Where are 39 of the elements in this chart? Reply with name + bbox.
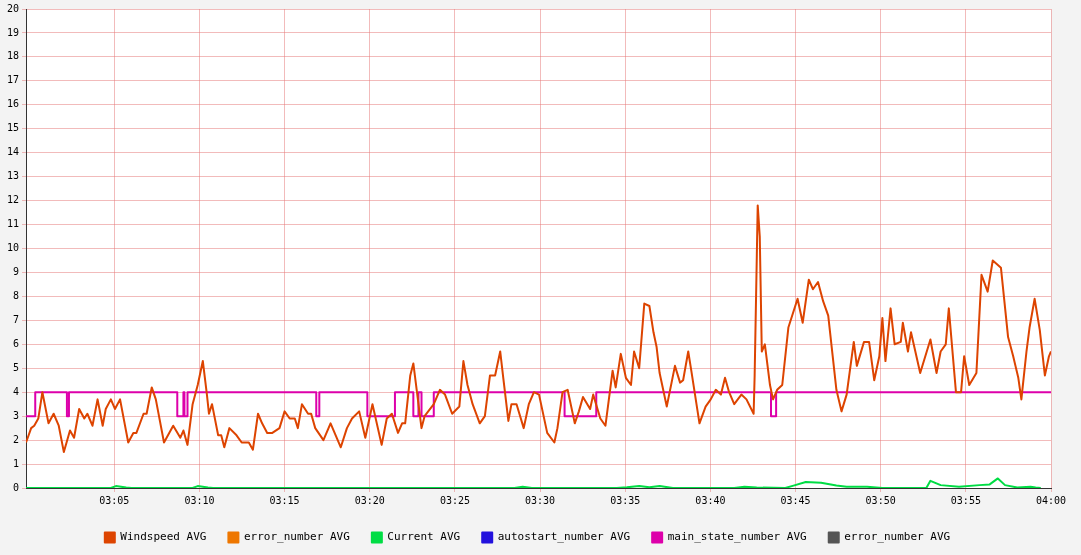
legend-label: Current AVG: [387, 530, 461, 544]
x-tick-label: 03:45: [780, 494, 811, 506]
y-tick-label: 2: [13, 433, 20, 445]
y-tick-label: 10: [6, 242, 20, 254]
y-tick-label: 8: [13, 289, 20, 301]
legend-label: main_state_number AVG: [667, 530, 807, 544]
y-tick-label: 9: [13, 266, 20, 278]
y-tick-label: 6: [13, 337, 20, 349]
legend-label: error_number AVG: [844, 530, 951, 544]
x-tick-label: 03:10: [184, 494, 215, 506]
x-tick-label: 03:55: [950, 494, 981, 506]
y-tick-label: 17: [6, 74, 20, 86]
legend-label: error_number AVG: [243, 530, 350, 544]
x-tick-label: 03:20: [354, 494, 385, 506]
y-tick-label: 18: [6, 50, 20, 62]
y-tick-label: 11: [6, 218, 20, 230]
y-tick-label: 15: [6, 122, 20, 134]
y-tick-label: 16: [6, 98, 20, 110]
y-tick-label: 14: [6, 146, 20, 158]
legend-label: autostart_number AVG: [497, 530, 631, 544]
y-tick-label: 20: [6, 2, 20, 14]
y-tick-label: 1: [13, 457, 20, 469]
x-tick-label: 03:35: [610, 494, 641, 506]
x-tick-label: 03:25: [439, 494, 470, 506]
y-tick-label: 3: [13, 409, 20, 421]
y-tick-label: 12: [6, 194, 20, 206]
y-tick-label: 13: [6, 170, 20, 182]
y-tick-label: 7: [13, 313, 20, 325]
x-tick-label: 04:00: [1035, 494, 1067, 506]
y-tick-label: 19: [6, 26, 20, 38]
x-tick-label: 03:30: [525, 494, 556, 506]
y-tick-label: 5: [13, 361, 20, 373]
y-tick-label: 4: [13, 385, 20, 397]
legend-label: Windspeed AVG: [120, 530, 207, 544]
x-tick-label: 03:15: [269, 494, 300, 506]
x-tick-label: 03:40: [695, 494, 726, 506]
y-tick-label: 0: [13, 481, 20, 493]
x-tick-label: 03:50: [865, 494, 896, 506]
x-tick-label: 03:05: [99, 494, 130, 506]
